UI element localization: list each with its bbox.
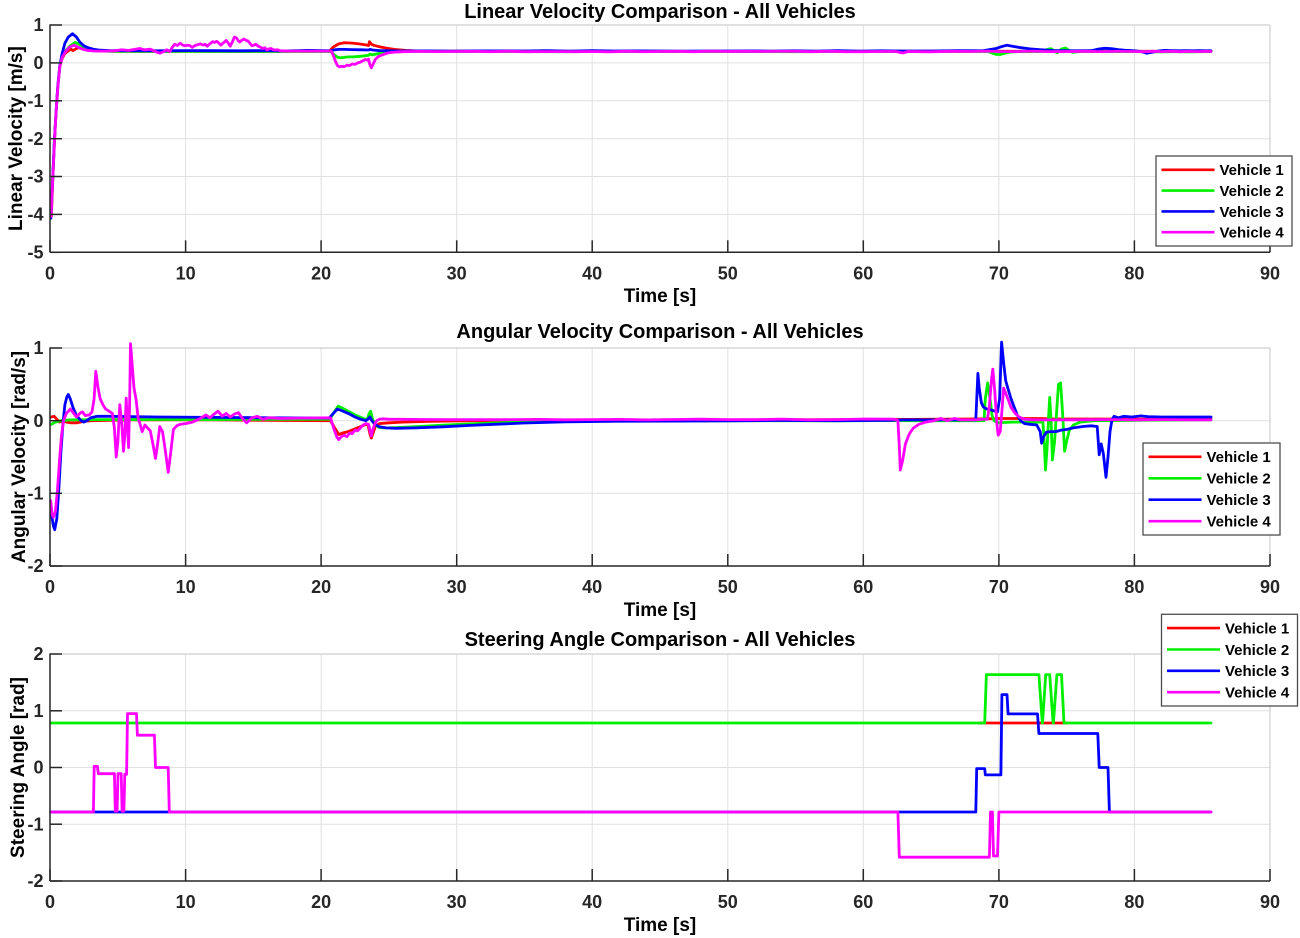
svg-text:20: 20: [311, 892, 331, 912]
svg-text:0: 0: [45, 892, 55, 912]
svg-text:Vehicle 1: Vehicle 1: [1207, 449, 1271, 466]
svg-text:0: 0: [33, 53, 43, 73]
svg-text:Vehicle 4: Vehicle 4: [1207, 514, 1272, 531]
svg-text:0: 0: [33, 411, 43, 431]
svg-text:90: 90: [1260, 577, 1280, 597]
svg-text:30: 30: [447, 263, 467, 283]
svg-text:-2: -2: [27, 129, 43, 149]
svg-text:Linear Velocity [m/s]: Linear Velocity [m/s]: [6, 46, 27, 231]
svg-text:Time [s]: Time [s]: [624, 286, 697, 307]
svg-text:Vehicle 2: Vehicle 2: [1220, 183, 1284, 200]
svg-text:20: 20: [311, 577, 331, 597]
svg-text:70: 70: [989, 577, 1009, 597]
svg-text:50: 50: [718, 263, 738, 283]
svg-text:60: 60: [853, 263, 873, 283]
svg-text:Steering Angle Comparison - Al: Steering Angle Comparison - All Vehicles: [465, 629, 856, 651]
svg-text:0: 0: [45, 263, 55, 283]
svg-text:-1: -1: [27, 815, 43, 835]
svg-text:30: 30: [447, 892, 467, 912]
svg-text:1: 1: [33, 338, 43, 358]
svg-text:Steering Angle [rad]: Steering Angle [rad]: [8, 677, 29, 858]
svg-text:-4: -4: [27, 205, 43, 225]
svg-text:Vehicle 4: Vehicle 4: [1220, 225, 1285, 242]
svg-text:10: 10: [176, 892, 196, 912]
svg-text:50: 50: [718, 577, 738, 597]
svg-text:Angular Velocity [rad/s]: Angular Velocity [rad/s]: [9, 351, 30, 563]
svg-text:50: 50: [718, 892, 738, 912]
svg-text:60: 60: [853, 577, 873, 597]
svg-text:1: 1: [33, 15, 43, 35]
svg-text:Time [s]: Time [s]: [624, 915, 697, 936]
svg-text:30: 30: [447, 577, 467, 597]
svg-text:90: 90: [1260, 892, 1280, 912]
svg-text:10: 10: [176, 263, 196, 283]
svg-text:Vehicle 1: Vehicle 1: [1220, 162, 1284, 179]
svg-text:Vehicle 2: Vehicle 2: [1225, 642, 1289, 659]
svg-text:-1: -1: [27, 484, 43, 504]
svg-text:0: 0: [45, 577, 55, 597]
svg-text:60: 60: [853, 892, 873, 912]
svg-text:Vehicle 2: Vehicle 2: [1207, 471, 1271, 488]
svg-text:80: 80: [1124, 577, 1144, 597]
svg-text:10: 10: [176, 577, 196, 597]
svg-text:Vehicle 3: Vehicle 3: [1225, 663, 1289, 680]
svg-text:Vehicle 4: Vehicle 4: [1225, 685, 1290, 702]
svg-text:Time [s]: Time [s]: [624, 600, 697, 621]
svg-text:80: 80: [1124, 263, 1144, 283]
svg-text:Vehicle 3: Vehicle 3: [1220, 204, 1284, 221]
svg-text:-2: -2: [27, 556, 43, 576]
svg-text:1: 1: [33, 701, 43, 721]
svg-text:90: 90: [1260, 263, 1280, 283]
svg-text:0: 0: [33, 758, 43, 778]
svg-text:-2: -2: [27, 871, 43, 891]
svg-text:-1: -1: [27, 91, 43, 111]
svg-text:Vehicle 3: Vehicle 3: [1207, 492, 1271, 509]
svg-text:20: 20: [311, 263, 331, 283]
svg-text:40: 40: [582, 577, 602, 597]
svg-text:-3: -3: [27, 167, 43, 187]
svg-text:40: 40: [582, 892, 602, 912]
svg-text:Vehicle 1: Vehicle 1: [1225, 621, 1289, 638]
svg-text:80: 80: [1124, 892, 1144, 912]
svg-text:70: 70: [989, 263, 1009, 283]
svg-text:2: 2: [33, 644, 43, 664]
svg-text:Linear Velocity Comparison - A: Linear Velocity Comparison - All Vehicle…: [464, 1, 856, 23]
svg-text:Angular Velocity Comparison -: Angular Velocity Comparison - All Vehicl…: [456, 321, 863, 343]
svg-text:40: 40: [582, 263, 602, 283]
svg-text:-5: -5: [27, 243, 43, 263]
svg-text:70: 70: [989, 892, 1009, 912]
